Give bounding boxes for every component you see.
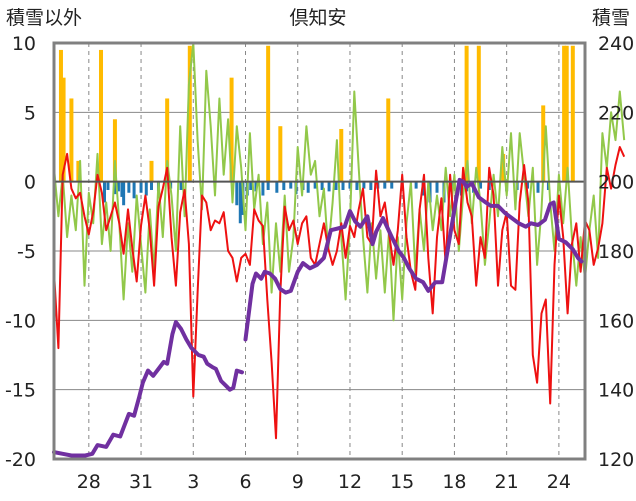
precip-bar <box>275 181 279 193</box>
snowfall-bar <box>58 49 63 182</box>
left-y-tick-label: -20 <box>5 449 36 471</box>
left-y-axis: 10 5 0 -5 -10 -15 -20 <box>5 33 36 471</box>
snow-depth-line <box>52 320 244 458</box>
x-tick-label: 31 <box>129 471 153 493</box>
right-y-tick-label: 140 <box>598 380 634 402</box>
precip-bar <box>106 181 110 190</box>
precip-bar <box>390 181 394 189</box>
snowfall-bar <box>278 126 283 182</box>
snowfall-bar <box>76 160 81 182</box>
precip-bar <box>362 181 366 189</box>
snowfall-bar <box>570 45 575 182</box>
right-y-tick-label: 200 <box>598 172 634 194</box>
precip-bar <box>132 181 136 199</box>
x-tick-label: 18 <box>442 471 466 493</box>
plot-frame <box>52 41 587 461</box>
precip-bar <box>479 181 483 189</box>
precip-bar <box>254 181 258 192</box>
precip-bar <box>289 181 293 189</box>
precip-bar <box>355 181 359 190</box>
right-y-tick-label: 220 <box>598 102 634 124</box>
precip-bar <box>414 181 418 189</box>
precip-bar <box>235 181 239 206</box>
snowfall-bar <box>112 119 117 182</box>
x-tick-label: 6 <box>239 471 251 493</box>
left-axis-label: 積雪以外 <box>6 7 82 29</box>
precip-bar <box>249 181 253 190</box>
left-y-tick-label: -10 <box>5 310 36 332</box>
x-tick-label: 24 <box>547 471 571 493</box>
precip-bar <box>261 181 265 196</box>
snowfall-bar <box>266 45 271 182</box>
precip-bar <box>334 181 338 190</box>
left-y-tick-label: 5 <box>24 102 36 124</box>
snowfall-bar <box>562 45 567 182</box>
x-tick-label: 28 <box>77 471 101 493</box>
right-y-tick-label: 240 <box>598 33 634 55</box>
precip-bar <box>102 181 106 203</box>
temperature-line <box>53 146 626 440</box>
precip-bar <box>348 181 352 189</box>
precip-bar <box>526 181 530 189</box>
snow-depth-line <box>243 177 584 342</box>
snowfall-bar <box>187 45 192 182</box>
snowfall-bar <box>564 45 569 182</box>
snowfall-bar <box>69 98 74 182</box>
precip-bar <box>383 181 387 189</box>
precip-bar <box>282 181 286 190</box>
snowfall-bar <box>464 45 469 182</box>
snowfall-bar <box>165 98 170 182</box>
x-tick-label: 21 <box>495 471 519 493</box>
left-y-tick-label: -5 <box>17 241 36 263</box>
precip-bar <box>306 181 310 193</box>
x-tick-label: 3 <box>187 471 199 493</box>
snowfall-bar <box>149 160 154 182</box>
x-tick-label: 12 <box>338 471 362 493</box>
snowfall-bar <box>541 105 546 182</box>
left-y-tick-label: -15 <box>5 380 36 402</box>
x-axis: 28 31 3 6 9 12 15 18 21 24 <box>77 471 571 493</box>
x-tick-label: 9 <box>292 471 304 493</box>
left-y-tick-label: 10 <box>12 33 36 55</box>
precip-bar <box>536 181 540 193</box>
chart-title: 倶知安 <box>289 7 346 29</box>
snowfall-bar <box>99 49 104 182</box>
precip-bar <box>144 181 148 196</box>
snowfall-bar <box>476 45 481 182</box>
left-y-tick-label: 0 <box>24 172 36 194</box>
precip-bar <box>113 181 117 195</box>
precip-bar <box>120 181 124 197</box>
precip-bar <box>313 181 317 189</box>
precip-bar <box>320 181 324 190</box>
precip-bar <box>139 181 143 193</box>
precip-bar <box>435 181 439 193</box>
precip-bar <box>179 181 183 190</box>
snowfall-bar <box>339 128 344 182</box>
precip-bar <box>116 181 120 192</box>
precip-bar <box>122 181 126 206</box>
right-y-tick-label: 120 <box>598 449 634 471</box>
precip-bar <box>327 181 331 192</box>
x-tick-label: 15 <box>390 471 414 493</box>
right-axis-label: 積雪 <box>592 7 630 29</box>
snowfall-bar <box>386 98 391 182</box>
snowfall-bar <box>61 77 66 182</box>
precip-bar <box>266 181 270 190</box>
precip-bar <box>127 181 131 193</box>
precip-bar <box>369 181 373 190</box>
precip-bar <box>238 181 242 224</box>
right-y-tick-label: 160 <box>598 310 634 332</box>
right-y-axis: 240 220 200 180 160 140 120 <box>598 33 634 471</box>
plot-area <box>52 42 626 458</box>
snowfall-bar <box>229 77 234 182</box>
right-y-tick-label: 180 <box>598 241 634 263</box>
precip-bar <box>341 181 345 190</box>
precip-bar <box>149 181 153 190</box>
snowfall-bar <box>501 153 506 182</box>
